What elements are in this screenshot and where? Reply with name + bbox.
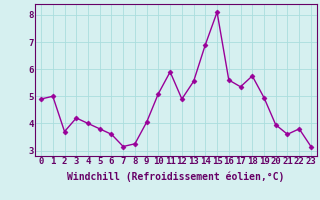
X-axis label: Windchill (Refroidissement éolien,°C): Windchill (Refroidissement éolien,°C) <box>67 172 285 182</box>
